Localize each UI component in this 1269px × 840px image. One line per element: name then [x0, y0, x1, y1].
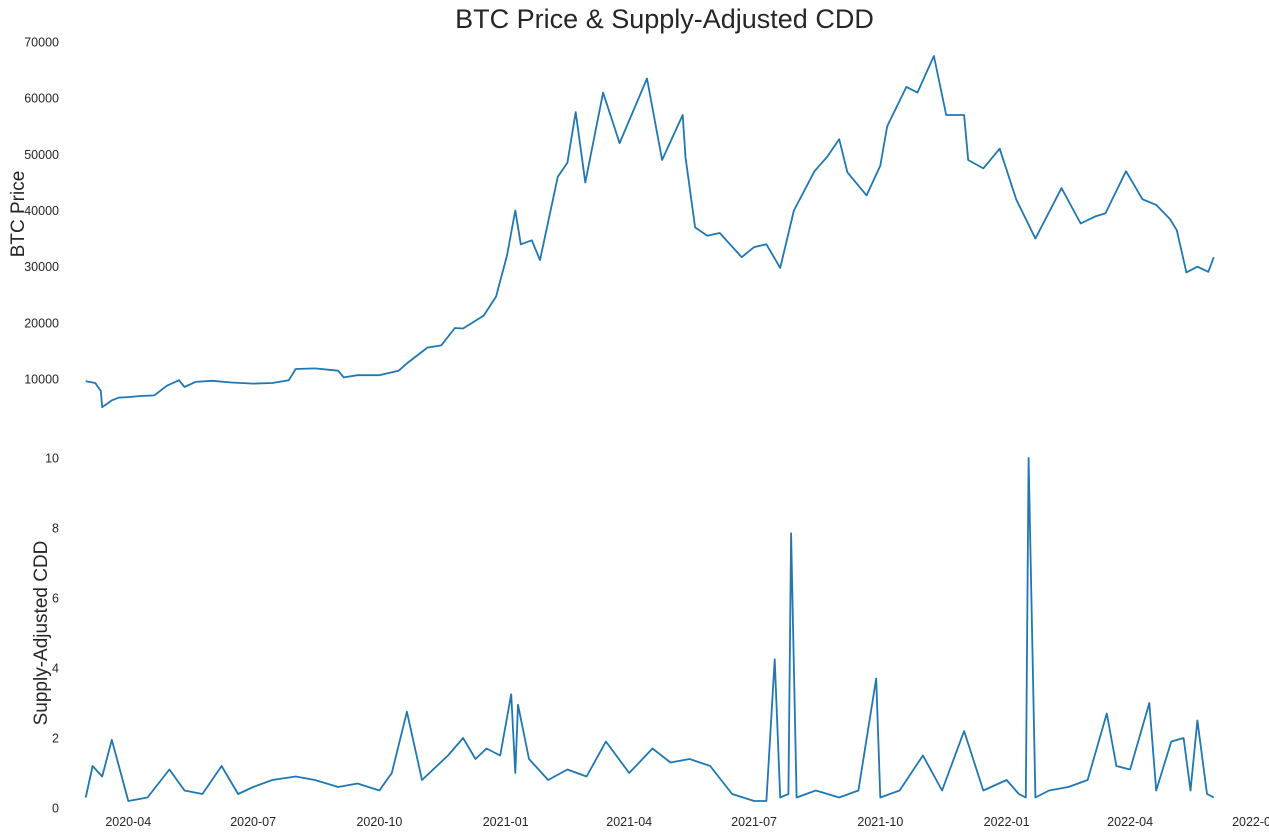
price-y-tick-label: 60000 — [24, 92, 59, 106]
price-y-tick-label: 70000 — [24, 36, 59, 50]
x-tick-label: 2020-10 — [356, 815, 402, 829]
price-y-axis-label: BTC Price — [8, 171, 29, 258]
cdd-panel: Supply-Adjusted CDD 0 2 4 6 8 10 — [31, 452, 1215, 816]
cdd-y-axis-label: Supply-Adjusted CDD — [31, 541, 52, 726]
cdd-y-tick-label: 8 — [52, 522, 59, 536]
x-tick-label: 2020-07 — [230, 815, 276, 829]
cdd-y-tick-label: 10 — [45, 452, 59, 466]
cdd-line — [84, 457, 1215, 802]
chart-title: BTC Price & Supply-Adjusted CDD — [455, 4, 874, 34]
cdd-y-tick-label: 2 — [52, 732, 59, 746]
x-tick-label: 2022-01 — [984, 815, 1030, 829]
x-tick-label: 2021-04 — [606, 815, 652, 829]
price-y-tick-label: 50000 — [24, 148, 59, 162]
cdd-y-tick-label: 0 — [52, 802, 59, 816]
price-y-tick-label: 10000 — [24, 373, 59, 387]
cdd-y-ticks: 0 2 4 6 8 10 — [45, 452, 59, 816]
price-y-tick-label: 20000 — [24, 316, 59, 330]
x-tick-label: 2022-04 — [1107, 815, 1153, 829]
x-tick-label: 2021-10 — [857, 815, 903, 829]
x-tick-label: 2022-07 — [1232, 815, 1269, 829]
x-axis-ticks: 2020-04 2020-07 2020-10 2021-01 2021-04 2021-… — [105, 815, 1269, 829]
price-y-tick-label: 30000 — [24, 260, 59, 274]
cdd-y-tick-label: 4 — [52, 662, 59, 676]
price-line — [85, 55, 1215, 409]
price-panel: BTC Price 10000 20000 30000 40000 50000 60000… — [8, 36, 1215, 409]
x-tick-label: 2021-07 — [731, 815, 777, 829]
cdd-y-tick-label: 6 — [52, 592, 59, 606]
price-y-tick-label: 40000 — [24, 204, 59, 218]
x-tick-label: 2020-04 — [105, 815, 151, 829]
x-tick-label: 2021-01 — [483, 815, 529, 829]
price-y-ticks: 10000 20000 30000 40000 50000 60000 70000 — [24, 36, 59, 387]
